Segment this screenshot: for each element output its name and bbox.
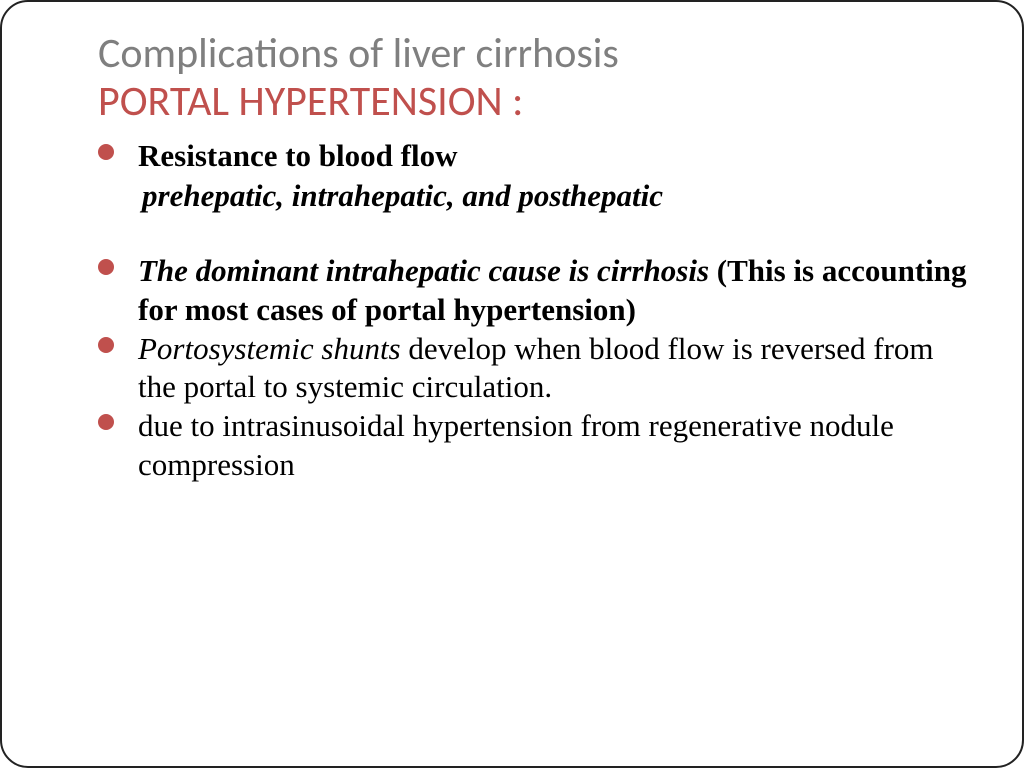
bullet-list: Resistance to blood flow prehepatic, int… [50,137,974,485]
slide-frame: Complications of liver cirrhosis PORTAL … [0,0,1024,768]
title-block: Complications of liver cirrhosis PORTAL … [98,30,974,127]
slide-title-line2: PORTAL HYPERTENSION : [98,78,974,126]
bullet-item: Portosystemic shunts develop when blood … [98,330,974,408]
bullet-item: Resistance to blood flow [98,137,974,176]
text-span: The dominant intrahepatic cause is cirrh… [138,253,709,288]
bullet-text: Resistance to blood flow [138,137,974,176]
bullet-text: due to intrasinusoidal hypertension from… [138,407,974,485]
slide-title-line1: Complications of liver cirrhosis [98,30,974,78]
slide-content: Resistance to blood flow prehepatic, int… [50,137,974,485]
bullet-subtext: prehepatic, intrahepatic, and posthepati… [98,177,974,216]
bullet-text: The dominant intrahepatic cause is cirrh… [138,252,974,330]
spacer [98,216,974,252]
bullet-item: The dominant intrahepatic cause is cirrh… [98,252,974,330]
text-span: Portosystemic shunts [138,331,401,366]
bullet-text: Portosystemic shunts develop when blood … [138,330,974,408]
bullet-item: due to intrasinusoidal hypertension from… [98,407,974,485]
